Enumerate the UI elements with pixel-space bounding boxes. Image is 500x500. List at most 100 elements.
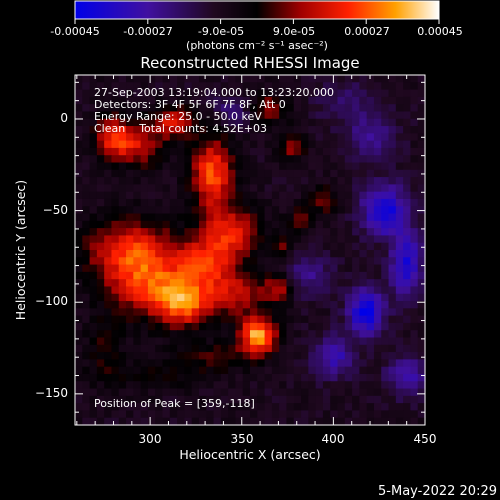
heatmap-cell	[220, 352, 229, 360]
heatmap-cell	[403, 381, 412, 390]
heatmap-cell	[410, 213, 419, 222]
heatmap-cell	[140, 177, 149, 185]
heatmap-cell	[279, 271, 288, 280]
heatmap-cell	[133, 417, 142, 426]
heatmap-cell	[228, 366, 237, 375]
heatmap-cell	[96, 293, 105, 302]
heatmap-cell	[417, 395, 426, 404]
heatmap-cell	[206, 388, 215, 397]
heatmap-cell	[366, 242, 375, 251]
heatmap-cell	[417, 242, 426, 251]
heatmap-cell	[395, 293, 404, 302]
heatmap-cell	[257, 250, 266, 258]
heatmap-cell	[198, 133, 207, 142]
heatmap-cell	[126, 257, 134, 266]
heatmap-cell	[228, 315, 237, 324]
heatmap-cell	[301, 388, 309, 397]
heatmap-cell	[395, 337, 404, 346]
heatmap-cell	[330, 308, 339, 317]
heatmap-cell	[126, 235, 134, 244]
heatmap-cell	[111, 140, 120, 149]
heatmap-cell	[271, 75, 280, 83]
heatmap-cell	[147, 104, 156, 113]
heatmap-cell	[169, 330, 178, 339]
heatmap-cell	[410, 140, 419, 149]
heatmap-cell	[293, 191, 302, 200]
heatmap-cell	[133, 162, 142, 171]
heatmap-cell	[337, 104, 346, 113]
heatmap-cell	[330, 177, 339, 185]
heatmap-cell	[315, 118, 324, 127]
heatmap-cell	[206, 403, 215, 412]
heatmap-cell	[213, 279, 222, 288]
heatmap-cell	[322, 228, 331, 237]
heatmap-cell	[133, 395, 142, 404]
heatmap-cell	[140, 82, 149, 91]
heatmap-cell	[308, 257, 317, 266]
heatmap-cell	[184, 162, 193, 171]
heatmap-cell	[271, 213, 280, 222]
heatmap-cell	[89, 417, 98, 426]
heatmap-cell	[184, 206, 193, 215]
heatmap-cell	[104, 264, 113, 273]
heatmap-cell	[388, 315, 397, 324]
heatmap-cell	[111, 352, 120, 360]
heatmap-cell	[271, 250, 280, 258]
heatmap-cell	[198, 308, 207, 317]
heatmap-cell	[184, 417, 193, 426]
heatmap-cell	[344, 169, 353, 178]
heatmap-cell	[308, 82, 317, 91]
heatmap-cell	[96, 140, 105, 149]
heatmap-cell	[96, 242, 105, 251]
heatmap-cell	[96, 308, 105, 317]
heatmap-cell	[373, 417, 382, 426]
heatmap-cell	[410, 184, 419, 193]
heatmap-cell	[242, 206, 251, 215]
heatmap-cell	[315, 301, 324, 309]
heatmap-cell	[301, 373, 309, 382]
heatmap-cell	[395, 118, 404, 127]
heatmap-cell	[330, 140, 339, 149]
heatmap-cell	[257, 118, 266, 127]
heatmap-cell	[381, 242, 390, 251]
heatmap-cell	[417, 271, 426, 280]
heatmap-cell	[162, 75, 171, 83]
heatmap-cell	[184, 373, 193, 382]
heatmap-cell	[337, 191, 346, 200]
heatmap-cell	[250, 293, 258, 302]
heatmap-cell	[359, 286, 368, 295]
heatmap-cell	[279, 89, 288, 98]
heatmap-cell	[82, 184, 91, 193]
heatmap-cell	[403, 301, 412, 309]
heatmap-cell	[126, 279, 134, 288]
heatmap-cell	[286, 213, 295, 222]
heatmap-cell	[344, 162, 353, 171]
heatmap-cell	[75, 140, 83, 149]
heatmap-cell	[403, 89, 412, 98]
heatmap-cell	[111, 162, 120, 171]
heatmap-cell	[315, 279, 324, 288]
heatmap-cell	[359, 373, 368, 382]
heatmap-cell	[147, 155, 156, 164]
heatmap-cell	[104, 89, 113, 98]
heatmap-cell	[344, 250, 353, 258]
heatmap-cell	[140, 395, 149, 404]
heatmap-cell	[257, 286, 266, 295]
heatmap-cell	[206, 257, 215, 266]
heatmap-cell	[293, 315, 302, 324]
heatmap-cell	[104, 133, 113, 142]
heatmap-cell	[352, 410, 360, 419]
heatmap-cell	[96, 264, 105, 273]
heatmap-cell	[118, 198, 127, 207]
heatmap-cell	[315, 322, 324, 331]
heatmap-cell	[82, 169, 91, 178]
heatmap-cell	[213, 359, 222, 368]
heatmap-cell	[147, 271, 156, 280]
heatmap-cell	[344, 133, 353, 142]
heatmap-cell	[162, 250, 171, 258]
heatmap-cell	[271, 322, 280, 331]
heatmap-cell	[191, 366, 200, 375]
heatmap-cell	[75, 235, 83, 244]
heatmap-cell	[184, 250, 193, 258]
heatmap-cell	[293, 293, 302, 302]
